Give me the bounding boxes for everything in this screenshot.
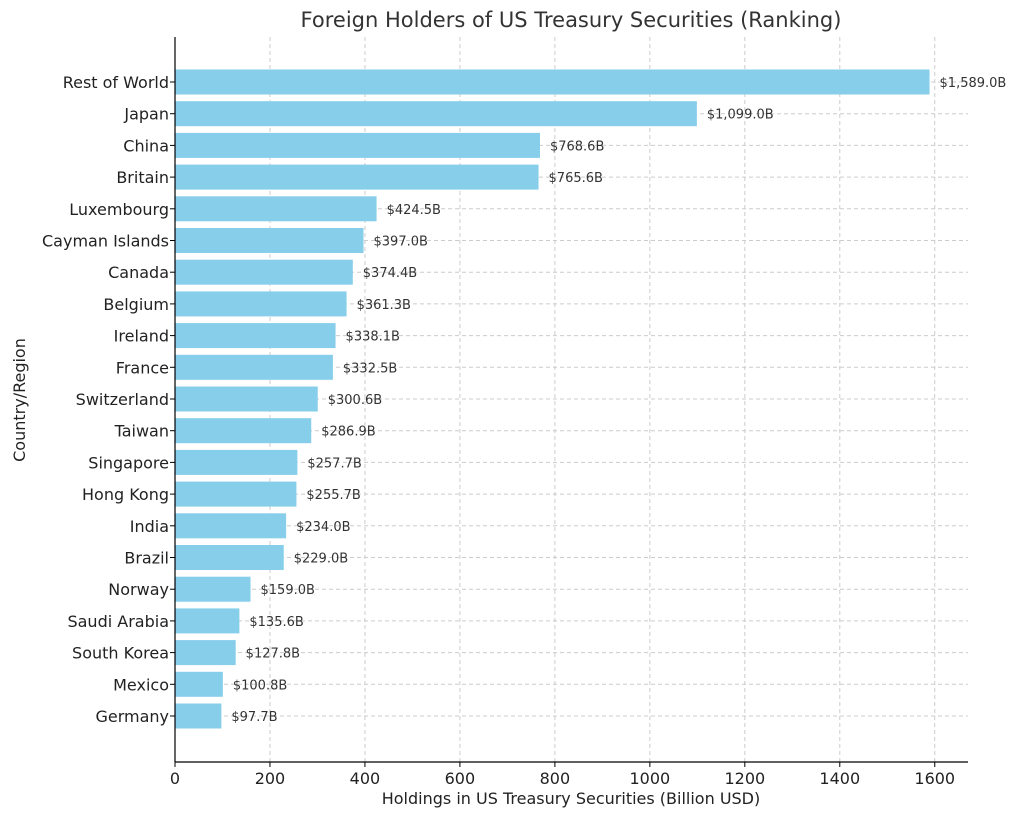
category-label: Mexico (113, 675, 169, 694)
x-tick-label: 400 (350, 769, 381, 788)
category-label: Rest of World (63, 73, 169, 92)
bar-value-label: $332.5B (343, 361, 397, 376)
category-label: Canada (108, 263, 169, 282)
bar (175, 671, 223, 697)
bar (175, 354, 333, 380)
category-label: Belgium (103, 295, 169, 314)
bar-value-label: $1,589.0B (940, 76, 1007, 91)
bars (175, 69, 930, 729)
bar (175, 164, 539, 190)
bar (175, 545, 284, 570)
bar (175, 386, 318, 412)
x-tick-label: 1000 (629, 769, 670, 788)
x-tick-labels: 0 200 400 600 800 1000 1200 1400 1600 (170, 762, 955, 788)
bar (175, 608, 240, 634)
bar-value-label: $768.6B (550, 139, 604, 154)
bar (175, 259, 353, 285)
x-tick-label: 1200 (724, 769, 765, 788)
x-tick-label: 600 (445, 769, 476, 788)
x-tick-label: 1400 (819, 769, 860, 788)
bar (175, 69, 930, 95)
bar-value-label: $100.8B (233, 678, 287, 693)
bar-value-label: $97.7B (231, 710, 277, 725)
category-label: Switzerland (76, 390, 169, 409)
bar-value-label: $234.0B (296, 520, 350, 535)
bar-value-label: $127.8B (246, 647, 300, 662)
category-label: Luxembourg (69, 200, 169, 219)
bar-value-label: $374.4B (363, 266, 417, 281)
category-label: Japan (123, 105, 169, 124)
bar-value-label: $300.6B (328, 393, 382, 408)
bar (175, 576, 251, 602)
category-label: Saudi Arabia (67, 612, 169, 631)
bar (175, 323, 336, 349)
x-tick-label: 0 (170, 769, 180, 788)
category-labels: Rest of World Japan China Britain Luxembourg… (42, 73, 175, 726)
bar (175, 449, 298, 475)
bar (175, 291, 347, 317)
category-label: France (116, 358, 169, 377)
bar-value-label: $257.7B (307, 456, 361, 471)
category-label: China (123, 136, 169, 155)
bar-value-label: $765.6B (549, 171, 603, 186)
x-tick-label: 200 (255, 769, 286, 788)
value-labels: $1,589.0B $1,099.0B $768.6B $765.6B $424.5B $… (231, 76, 1006, 725)
category-label: Cayman Islands (42, 232, 169, 251)
bar (175, 132, 540, 158)
bar (175, 703, 222, 729)
category-label: Singapore (88, 453, 169, 472)
bar-value-label: $397.0B (374, 235, 428, 250)
category-label: Ireland (114, 327, 169, 346)
category-label: South Korea (72, 644, 169, 663)
x-axis-label: Holdings in US Treasury Securities (Bill… (382, 789, 761, 808)
category-label: Norway (108, 580, 169, 599)
category-label: Taiwan (114, 422, 169, 441)
bar-value-label: $255.7B (306, 488, 360, 503)
chart-title: Foreign Holders of US Treasury Securitie… (301, 8, 842, 32)
category-label: India (130, 517, 169, 536)
bar (175, 481, 297, 507)
bar (175, 418, 312, 444)
category-label: Germany (95, 707, 169, 726)
bar-value-label: $229.0B (294, 552, 348, 567)
x-tick-label: 800 (540, 769, 571, 788)
category-label: Hong Kong (82, 485, 169, 504)
bar (175, 640, 236, 666)
x-tick-label: 1600 (914, 769, 955, 788)
bar-value-label: $424.5B (387, 203, 441, 218)
bar-value-label: $338.1B (346, 330, 400, 345)
bar-value-label: $135.6B (249, 615, 303, 630)
bar-value-label: $361.3B (357, 298, 411, 313)
bar (175, 101, 697, 127)
bar (175, 228, 364, 253)
bar-value-label: $286.9B (321, 425, 375, 440)
y-axis-label: Country/Region (10, 338, 29, 462)
bar-value-label: $159.0B (261, 583, 315, 598)
category-label: Brazil (124, 549, 169, 568)
bar (175, 513, 287, 539)
category-label: Britain (116, 168, 169, 187)
bar (175, 196, 377, 222)
bar-value-label: $1,099.0B (707, 108, 774, 123)
